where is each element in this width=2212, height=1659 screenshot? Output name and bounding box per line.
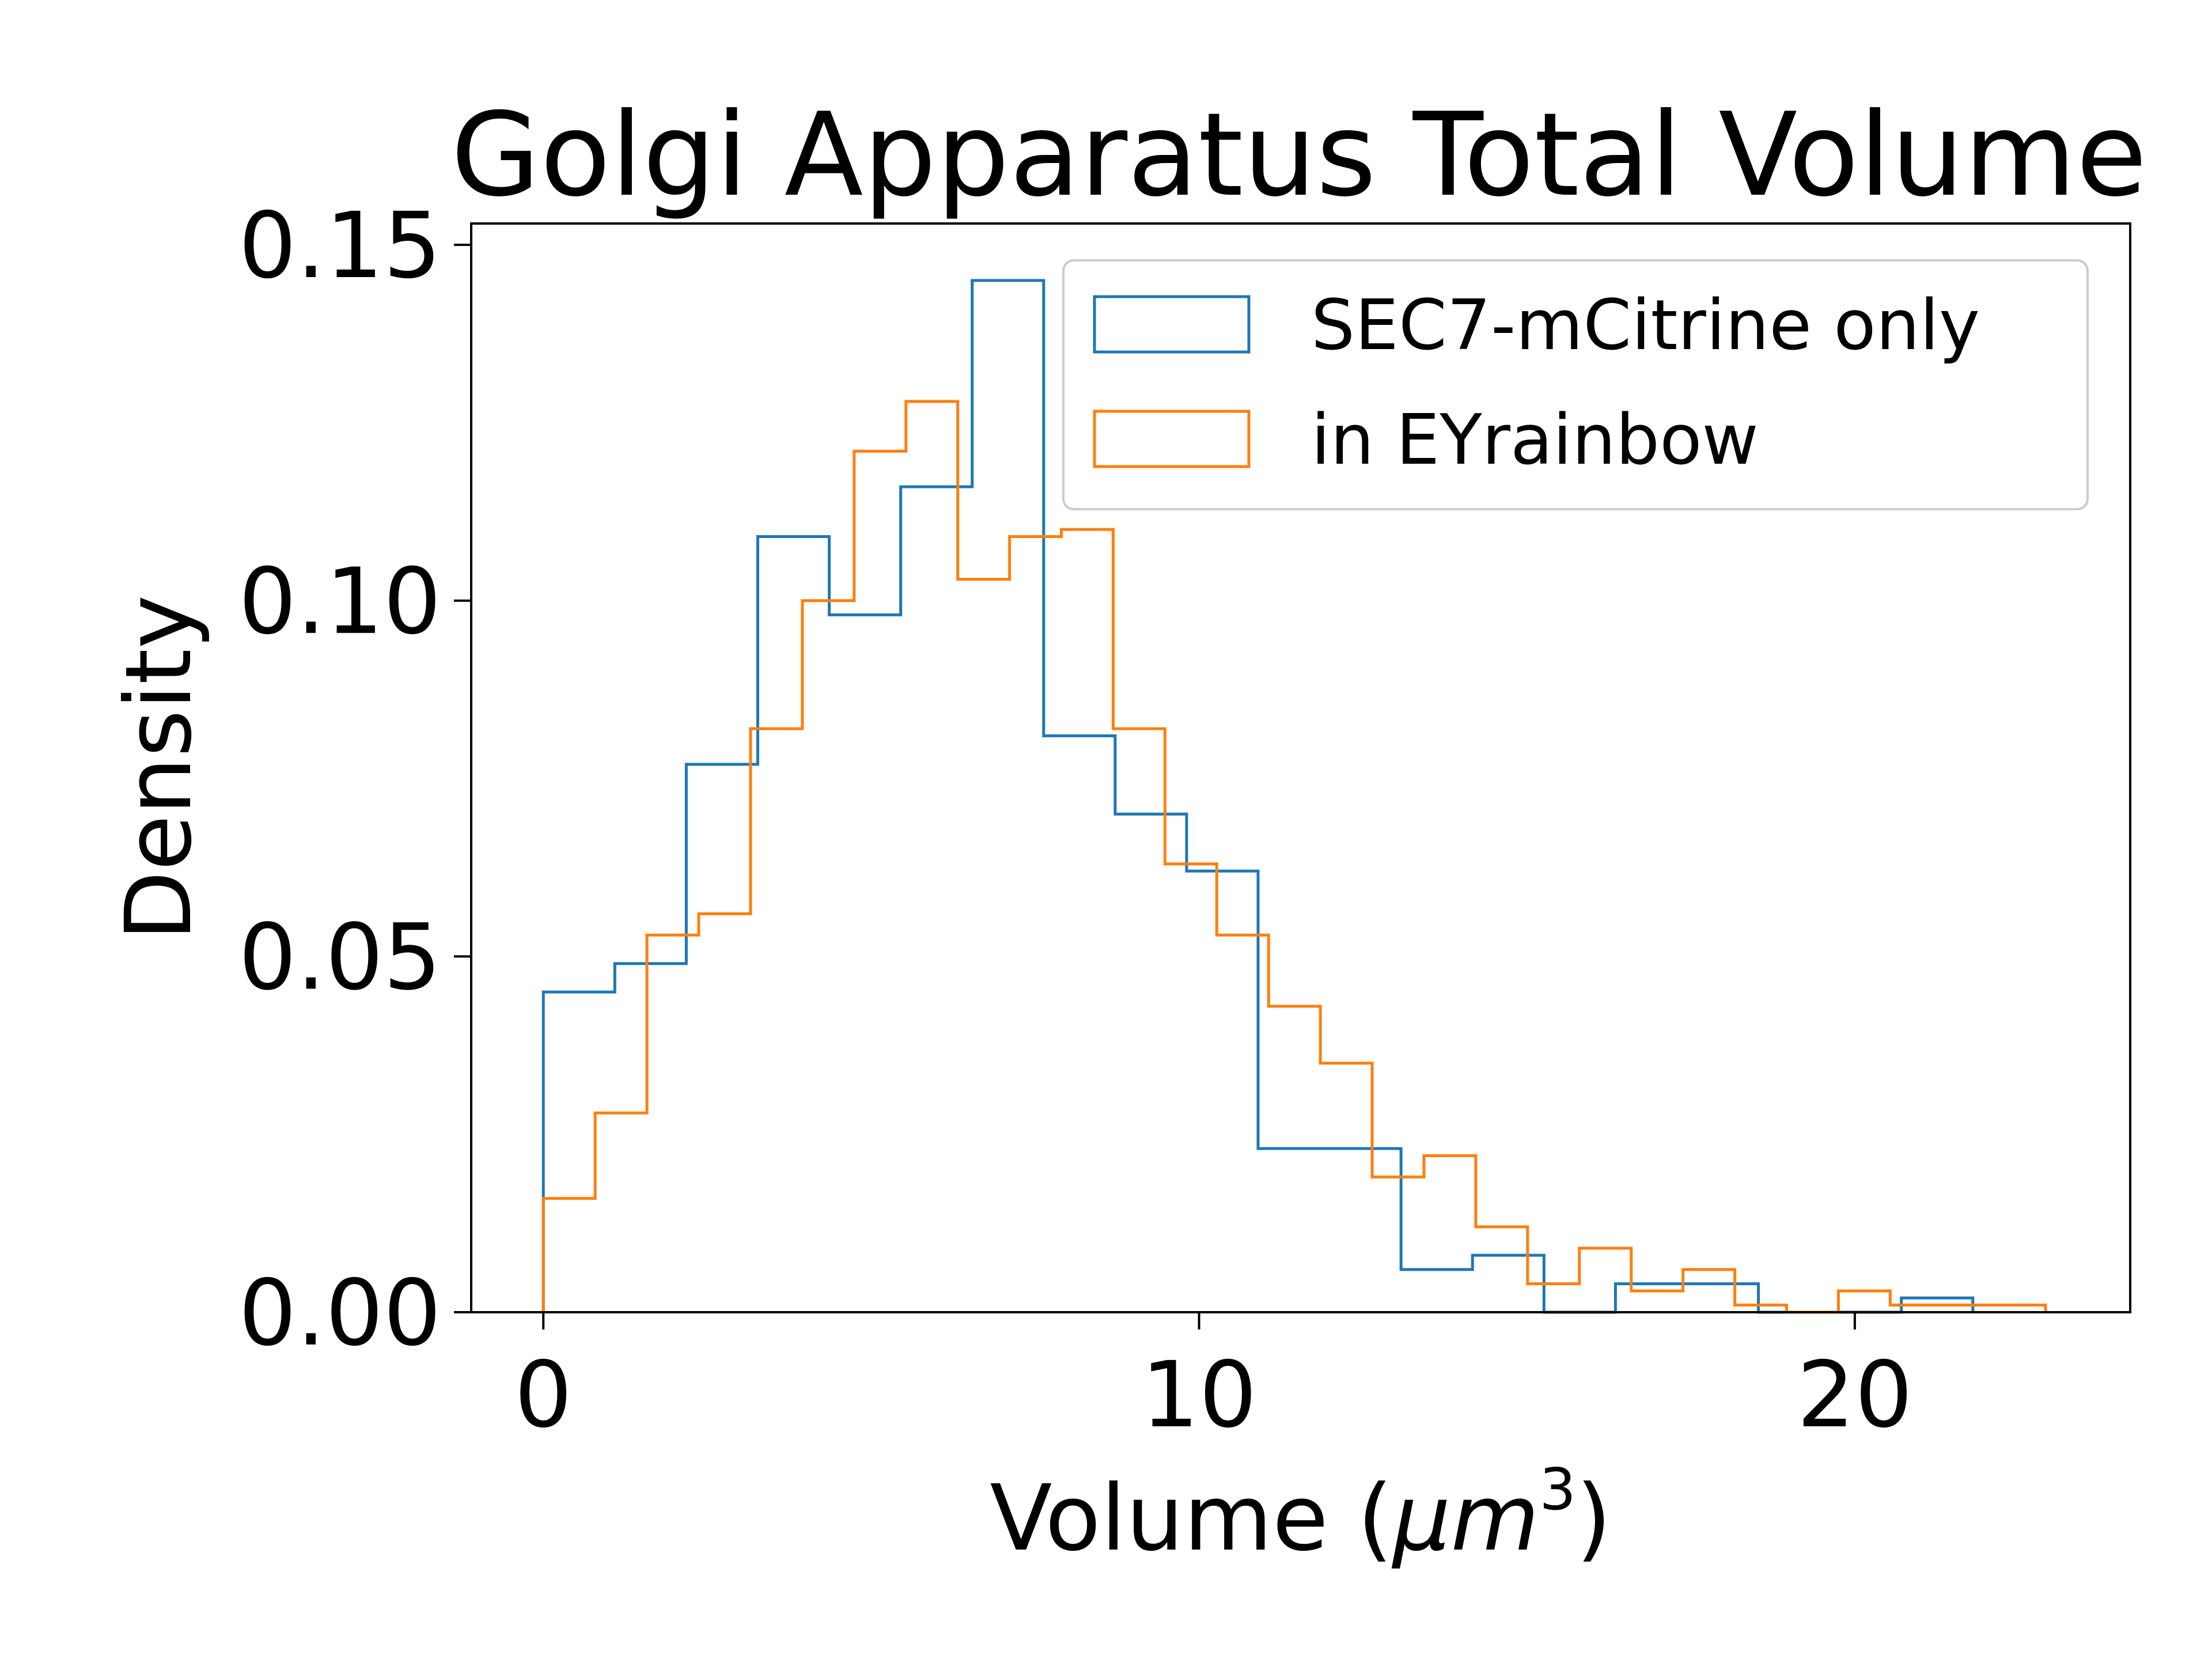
legend-swatch-in-eyrainbow: [1093, 410, 1251, 468]
x-axis-label-unit: μm: [1391, 1465, 1539, 1571]
series-layer: [541, 279, 2047, 1314]
x-axis-label-main: Volume (: [990, 1465, 1393, 1571]
chart-title: Golgi Apparatus Total Volume: [451, 88, 2147, 222]
y-tick-label: 0.00: [238, 1260, 441, 1366]
series-step-in-eyrainbow: [541, 400, 2047, 1314]
y-axis-label: Density: [106, 595, 212, 941]
x-tick-label: 10: [1141, 1342, 1257, 1448]
legend-swatch-sec7-mcitrine-only: [1093, 295, 1251, 354]
legend: SEC7-mCitrine only in EYrainbow: [1062, 259, 2089, 510]
x-tick-label: 0: [514, 1342, 573, 1448]
y-tick-label: 0.05: [238, 904, 441, 1010]
plot-frame: [470, 222, 2131, 1313]
y-tick-label: 0.15: [238, 193, 441, 299]
x-axis-label-superscript: 3: [1539, 1456, 1576, 1523]
x-tick-label: 20: [1797, 1342, 1912, 1448]
y-tick-label: 0.10: [238, 549, 441, 655]
legend-label-in-eyrainbow: in EYrainbow: [1311, 400, 1759, 480]
legend-frame: [1062, 259, 2089, 510]
x-axis-ticks: 0 10 20: [514, 1312, 1912, 1448]
x-axis-label-close: ): [1576, 1465, 1612, 1571]
y-axis-ticks: 0.00 0.05 0.10 0.15: [238, 193, 471, 1366]
x-axis-label: Volume (μm3): [990, 1456, 1611, 1571]
legend-label-sec7-mcitrine-only: SEC7-mCitrine only: [1311, 286, 1980, 366]
